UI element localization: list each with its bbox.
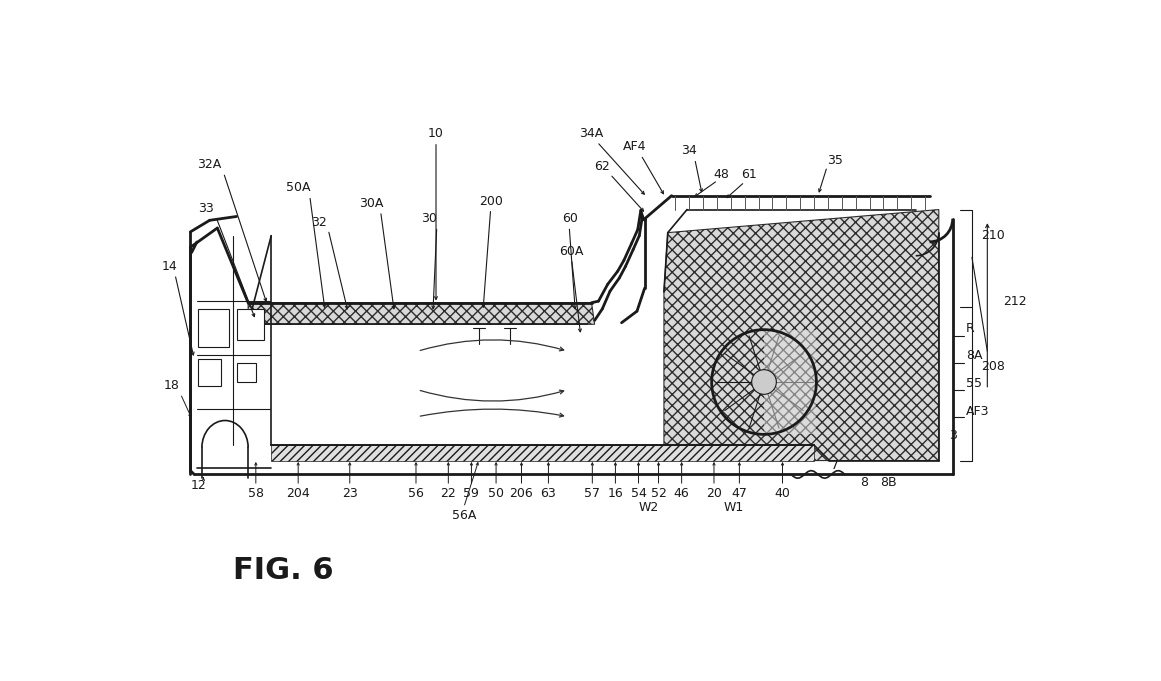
Text: 30: 30: [421, 212, 437, 225]
Text: 40: 40: [774, 487, 791, 500]
Text: 33: 33: [197, 202, 214, 215]
Text: 34A: 34A: [578, 127, 603, 140]
Text: 18: 18: [164, 379, 179, 392]
Text: 206: 206: [510, 487, 533, 500]
Polygon shape: [272, 445, 814, 460]
Text: 54: 54: [630, 487, 647, 500]
Text: 50A: 50A: [286, 181, 310, 195]
Text: 61: 61: [741, 168, 757, 180]
Text: AF3: AF3: [966, 405, 989, 417]
Bar: [199, 309, 229, 347]
Text: W1: W1: [723, 501, 743, 514]
Text: 12: 12: [190, 479, 205, 492]
Text: 8: 8: [860, 475, 868, 489]
Text: 34: 34: [680, 144, 697, 157]
Polygon shape: [764, 330, 816, 434]
Text: 60: 60: [562, 212, 578, 225]
Bar: [199, 359, 222, 386]
Text: 14: 14: [161, 260, 178, 273]
Text: 10: 10: [428, 127, 444, 140]
Text: 212: 212: [1003, 295, 1026, 308]
Text: 60A: 60A: [560, 244, 584, 257]
Text: 210: 210: [981, 229, 1005, 242]
Bar: [237, 309, 264, 340]
Text: 208: 208: [981, 360, 1005, 373]
Circle shape: [751, 370, 777, 394]
Text: 59: 59: [463, 487, 479, 500]
Text: 30A: 30A: [359, 197, 383, 210]
Text: 46: 46: [673, 487, 690, 500]
Text: 23: 23: [341, 487, 358, 500]
Text: 204: 204: [287, 487, 310, 500]
Text: 48: 48: [714, 168, 729, 180]
Text: 56A: 56A: [452, 509, 476, 522]
Text: 200: 200: [478, 195, 503, 208]
Text: 3: 3: [949, 430, 957, 443]
Text: 50: 50: [488, 487, 504, 500]
Text: 35: 35: [827, 154, 843, 167]
Text: 20: 20: [706, 487, 722, 500]
Text: 32: 32: [311, 216, 327, 229]
Text: W2: W2: [639, 501, 658, 514]
Polygon shape: [248, 303, 594, 324]
Text: 8B: 8B: [880, 475, 897, 489]
Text: 55: 55: [966, 377, 982, 390]
Text: 52: 52: [650, 487, 666, 500]
Text: 22: 22: [440, 487, 456, 500]
Polygon shape: [664, 210, 939, 460]
Text: 32A: 32A: [197, 159, 222, 172]
Text: AF4: AF4: [623, 140, 647, 153]
Text: 58: 58: [247, 487, 264, 500]
Text: 56: 56: [408, 487, 424, 500]
Text: 7: 7: [831, 459, 839, 472]
Text: 8A: 8A: [966, 349, 982, 362]
Text: 16: 16: [607, 487, 623, 500]
Text: R: R: [966, 321, 974, 334]
Text: 62: 62: [594, 160, 611, 173]
Text: FIG. 6: FIG. 6: [232, 556, 333, 585]
Text: 63: 63: [541, 487, 556, 500]
Text: 57: 57: [584, 487, 600, 500]
Bar: [237, 363, 255, 382]
Text: 47: 47: [731, 487, 748, 500]
